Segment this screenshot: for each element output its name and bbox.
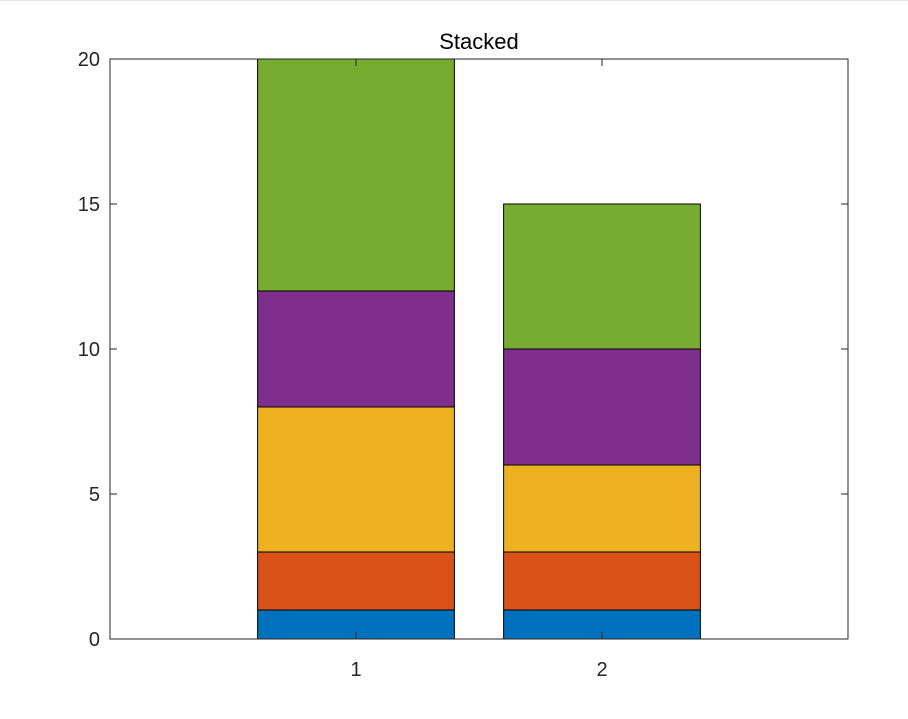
- ticks-layer: 0 5 10 15 20 1 2: [78, 49, 848, 681]
- bar-segment-1-2: [257, 551, 455, 611]
- bar-segment-1-5: [257, 58, 455, 292]
- bar-segment-2-3: [503, 464, 701, 553]
- x-tick-label: 2: [596, 659, 607, 681]
- bar-segment-2-4: [503, 348, 701, 466]
- chart-title: Stacked: [439, 29, 519, 54]
- bar-segment-2-2: [503, 551, 701, 611]
- y-tick-label: 10: [78, 339, 100, 361]
- bar-segment-2-5: [503, 203, 701, 350]
- bar-segment-1-3: [257, 406, 455, 553]
- bar-segment-1-4: [257, 290, 455, 408]
- figure-top-border: [0, 0, 908, 1]
- y-tick-label: 5: [89, 484, 100, 506]
- y-tick-label: 20: [78, 49, 100, 71]
- y-tick-label: 0: [89, 629, 100, 651]
- axes-box: [109, 58, 849, 640]
- y-tick-label: 15: [78, 194, 100, 216]
- x-tick-label: 1: [350, 659, 361, 681]
- bars-layer: [257, 58, 701, 640]
